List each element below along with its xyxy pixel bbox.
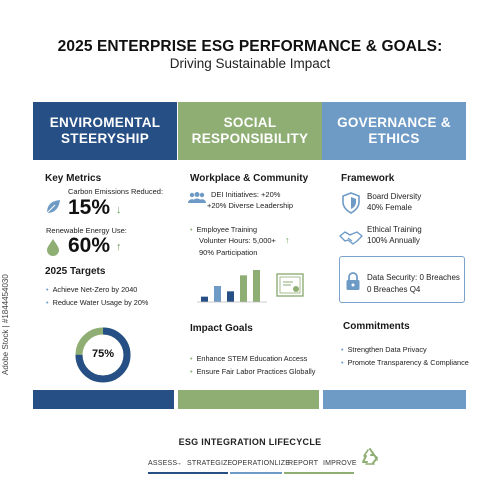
arrow-up-icon: ↑ [116,241,122,253]
arrow-down-icon: ↓ [116,204,122,216]
environmental-header: ENVIROMENTAL STEERYSHIP [33,102,177,160]
commitment-item: Strengthen Data Privacy [341,345,427,354]
page-subtitle: Driving Sustainable Impact [169,56,331,71]
data-line2: 0 Breaches Q4 [367,285,421,294]
dei-line2: +20% Diverse Leadership [207,201,294,210]
bar-chart-bar [214,286,221,302]
page-title: 2025 ENTERPRISE ESG PERFORMANCE & GOALS: [57,38,443,55]
ethics-line1: Ethical Training [367,225,422,234]
renewable-label: Renewable Energy Use: [46,226,127,235]
lifecycle-arrow-icon: → [175,460,183,467]
certificate-icon [276,273,304,297]
impact-goals-label: Impact Goals [190,323,253,334]
board-line2: 40% Female [367,203,412,212]
framework-label: Framework [341,173,395,184]
data-security-box [339,256,465,303]
progress-donut [75,327,131,383]
carbon-label: Carbon Emissions Reduced: [68,187,164,196]
recycle-icon [362,448,378,465]
impact-item: Enhance STEM Education Access [190,354,308,363]
training-line3: 90% Participation [199,248,258,257]
bar-chart-icon [197,270,267,303]
donut-label: 75% [91,348,115,360]
social-footer-bar [178,390,319,409]
lifecycle-line-segment [230,472,282,474]
lifecycle-step-improve: IMPROVE [323,460,357,467]
lifecycle-step-operationlize: OPERATIONLIZE [232,460,291,467]
handshake-icon [339,231,363,245]
lifecycle-line-segment [148,472,228,474]
target-item: Achieve Net-Zero by 2040 [46,285,138,294]
key-metrics-label: Key Metrics [45,173,102,184]
dei-line1: DEI Initiatives: +20% [211,190,281,199]
arrow-up-icon: ↑ [285,235,290,245]
stock-watermark: Adobe Stock | #1844454030 [1,274,10,375]
environmental-footer-bar [33,390,174,409]
commitment-item: Promote Transparency & Compliance [341,358,469,367]
lifecycle-step-strategize: STRATEGIZE [187,460,233,467]
bar-chart-bar [201,296,208,302]
carbon-value: 15% [68,196,111,219]
governance-column: GOVERNANCE & ETHICS [322,102,466,160]
renewable-value: 60% [68,234,111,257]
bar-chart-bar [227,291,234,302]
training-line1: Employee Training [190,225,257,234]
bar-chart-bar [253,270,260,302]
commitments-label: Commitments [343,321,410,332]
training-line2: Volunter Hours: 5,000+ [199,236,276,245]
governance-footer-bar [323,390,466,409]
leaf-icon [46,200,60,214]
bar-chart-bar [240,275,247,302]
drop-icon [47,239,59,256]
social-header: SOCIAL RESPONSIBILITY [178,102,322,160]
targets-label: 2025 Targets [45,266,106,277]
shield-icon [342,192,360,214]
people-icon [188,192,206,203]
governance-header: GOVERNANCE & ETHICS [322,102,466,160]
lock-icon [346,272,360,290]
environmental-column: ENVIROMENTAL STEERYSHIP [33,102,177,160]
lifecycle-step-report: REPORT [288,460,319,467]
lifecycle-step-assess: ASSESS [148,460,178,467]
lifecycle-title: ESG INTEGRATION LIFECYCLE [178,437,322,447]
data-line1: Data Security: 0 Breaches [367,273,460,282]
target-item: Reduce Water Usage by 20% [46,298,149,307]
social-column: SOCIAL RESPONSIBILITY [178,102,322,160]
workplace-label: Workplace & Community [190,173,309,184]
board-line1: Board Diversity [367,192,422,201]
ethics-line2: 100% Annually [367,236,420,245]
lifecycle-line-segment [284,472,354,474]
impact-item: Ensure Fair Labor Practices Globally [190,367,316,376]
